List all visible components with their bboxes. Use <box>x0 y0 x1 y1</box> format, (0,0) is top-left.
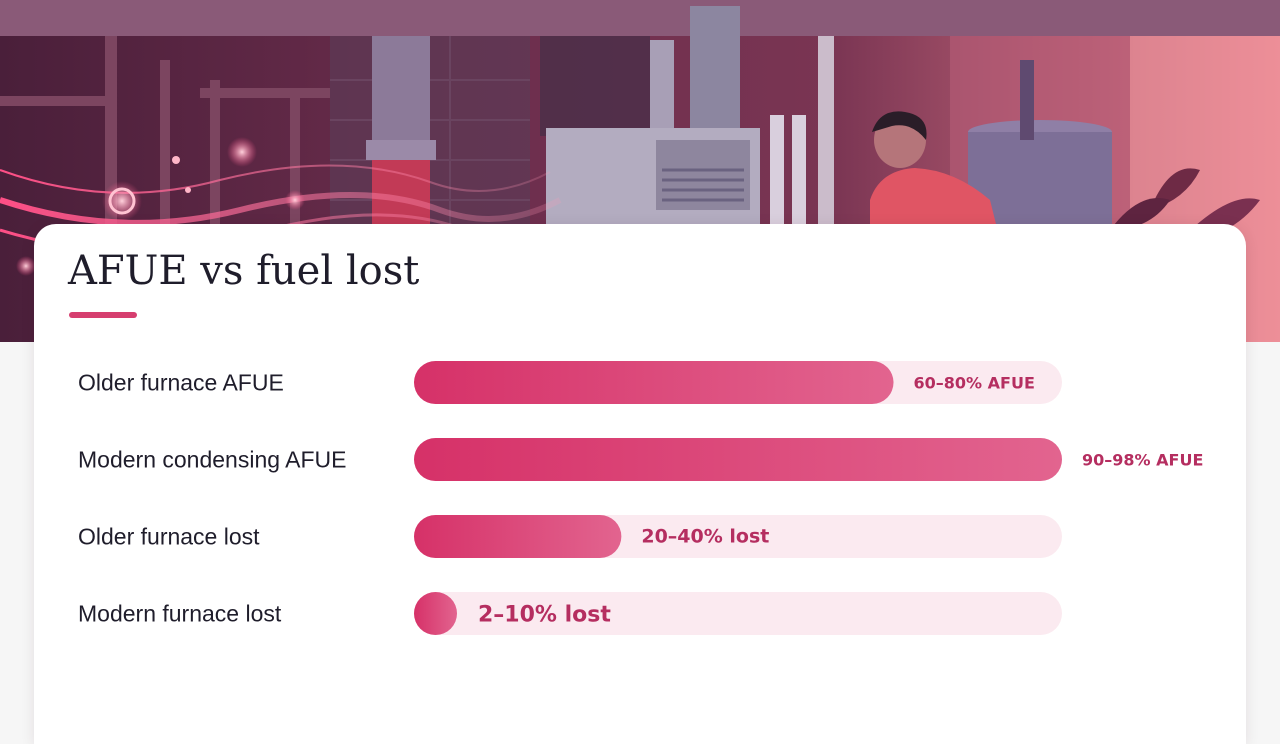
bar <box>414 361 894 404</box>
bar-track <box>414 592 1062 635</box>
chart-title: AFUE vs fuel lost <box>68 248 420 294</box>
value-label: 2–10% lost <box>478 603 611 628</box>
title-underline <box>69 312 137 318</box>
category-label: Modern condensing AFUE <box>78 447 347 473</box>
category-label: Modern furnace lost <box>78 601 282 627</box>
value-label: 20–40% lost <box>641 526 769 548</box>
category-label: Older furnace lost <box>78 524 260 550</box>
value-label: 90–98% AFUE <box>1082 451 1203 470</box>
category-label: Older furnace AFUE <box>78 370 284 396</box>
value-label: 60–80% AFUE <box>914 374 1035 393</box>
chart-card: AFUE vs fuel lost <box>34 224 1246 744</box>
bar <box>414 515 622 558</box>
bar-chart: Older furnace AFUE 60–80% AFUE Modern cond… <box>78 361 1203 635</box>
bar <box>414 592 457 635</box>
bar <box>414 438 1062 481</box>
